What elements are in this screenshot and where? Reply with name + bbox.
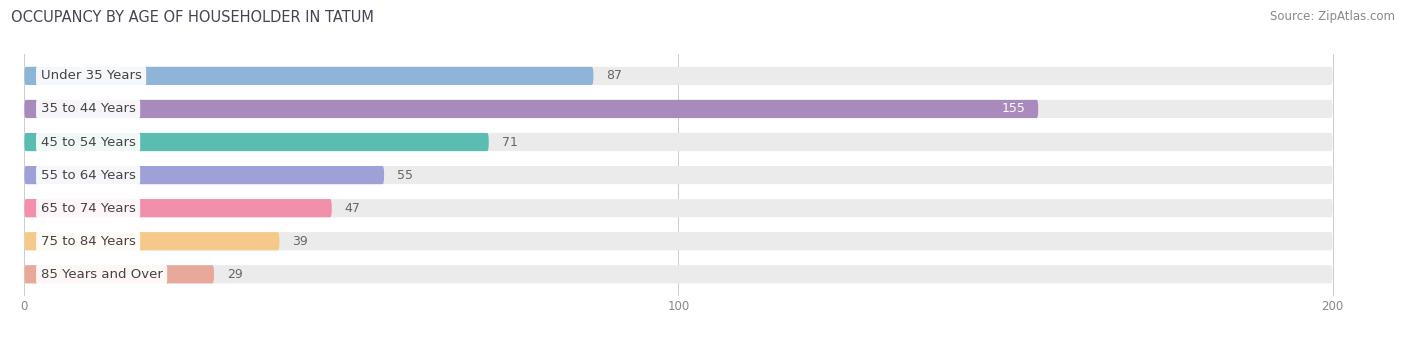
FancyBboxPatch shape (24, 133, 1333, 151)
FancyBboxPatch shape (24, 100, 1038, 118)
Text: 35 to 44 Years: 35 to 44 Years (41, 102, 135, 116)
Text: 39: 39 (292, 235, 308, 248)
FancyBboxPatch shape (24, 265, 214, 284)
Text: 55 to 64 Years: 55 to 64 Years (41, 169, 135, 182)
Text: 87: 87 (606, 69, 623, 82)
FancyBboxPatch shape (24, 265, 1333, 284)
Text: 155: 155 (1001, 102, 1025, 116)
Text: 47: 47 (344, 202, 361, 215)
FancyBboxPatch shape (24, 67, 1333, 85)
FancyBboxPatch shape (24, 199, 332, 217)
FancyBboxPatch shape (24, 199, 1333, 217)
FancyBboxPatch shape (24, 100, 1333, 118)
Text: 65 to 74 Years: 65 to 74 Years (41, 202, 135, 215)
FancyBboxPatch shape (24, 133, 489, 151)
Text: 71: 71 (502, 136, 517, 149)
FancyBboxPatch shape (24, 67, 593, 85)
FancyBboxPatch shape (24, 232, 280, 250)
Text: 75 to 84 Years: 75 to 84 Years (41, 235, 135, 248)
FancyBboxPatch shape (24, 166, 384, 184)
Text: 85 Years and Over: 85 Years and Over (41, 268, 163, 281)
Text: 55: 55 (396, 169, 413, 182)
FancyBboxPatch shape (24, 232, 1333, 250)
Text: 45 to 54 Years: 45 to 54 Years (41, 136, 135, 149)
FancyBboxPatch shape (24, 166, 1333, 184)
Text: Source: ZipAtlas.com: Source: ZipAtlas.com (1270, 10, 1395, 23)
Text: OCCUPANCY BY AGE OF HOUSEHOLDER IN TATUM: OCCUPANCY BY AGE OF HOUSEHOLDER IN TATUM (11, 10, 374, 25)
Text: Under 35 Years: Under 35 Years (41, 69, 142, 82)
Text: 29: 29 (228, 268, 243, 281)
